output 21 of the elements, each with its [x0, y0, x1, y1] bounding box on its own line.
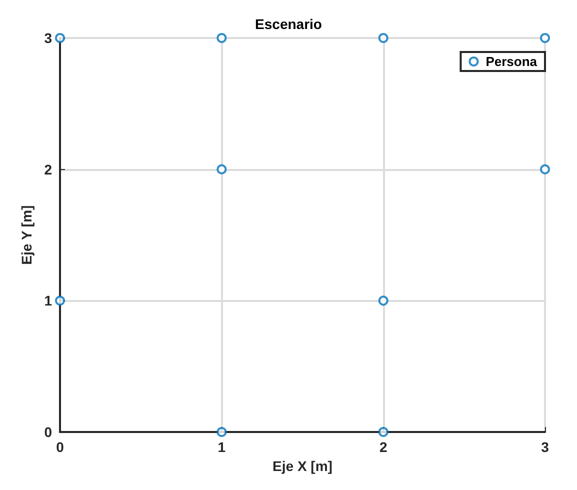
- point: [216, 33, 227, 43]
- y-tick-label: 2: [44, 161, 52, 178]
- y-axis-title: Eje Y [m]: [18, 205, 34, 265]
- point: [216, 427, 227, 437]
- point: [216, 164, 227, 174]
- point: [55, 296, 65, 306]
- y-tick-label: 0: [44, 424, 52, 440]
- point: [540, 33, 550, 43]
- y-tick-label: 1: [44, 292, 52, 309]
- point: [540, 164, 550, 174]
- point: [378, 33, 388, 43]
- y-tick-label: 3: [44, 30, 52, 46]
- chart-title: Escenario: [255, 16, 322, 32]
- x-axis-title: Eje X [m]: [272, 458, 332, 474]
- point: [378, 296, 388, 306]
- point: [378, 427, 388, 437]
- x-tick-label: 2: [379, 439, 388, 455]
- legend-label: Persona: [486, 54, 538, 69]
- x-tick-label: 3: [541, 439, 550, 455]
- x-tick-label: 1: [218, 439, 226, 455]
- x-tick-label: 0: [56, 439, 64, 455]
